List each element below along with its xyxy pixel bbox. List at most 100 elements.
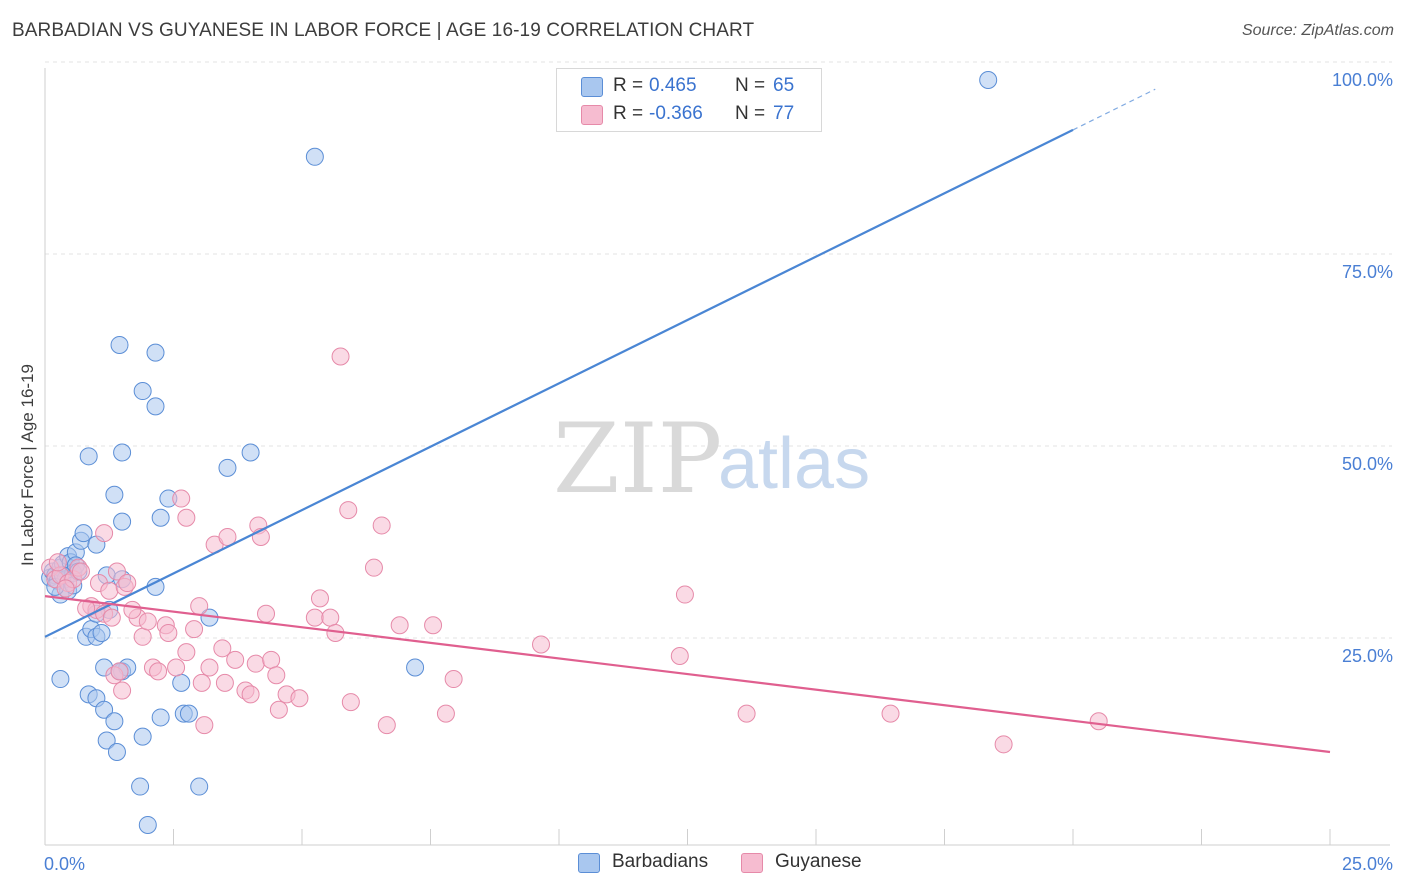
point-guyanese [241,685,260,704]
trend-extension-barbadians [1072,88,1156,131]
legend-n-label: N = [735,103,766,124]
y-tick-label: 50.0% [1342,454,1393,474]
point-guyanese [167,658,186,677]
point-barbadians [133,727,152,746]
point-guyanese [675,585,694,604]
legend-swatch-barbadians [578,853,600,873]
point-barbadians [218,458,237,477]
correlation-legend: R = 0.465 N = 65 R = -0.366 N = 77 [556,68,822,132]
point-guyanese [390,616,409,635]
point-guyanese [71,562,90,581]
x-tick-label: 25.0% [1342,854,1393,874]
point-guyanese [118,574,137,593]
point-guyanese [110,662,129,681]
legend-swatch-barbadians [581,77,603,97]
point-guyanese [436,704,455,723]
point-guyanese [192,673,211,692]
point-barbadians [97,731,116,750]
point-guyanese [262,650,281,669]
point-barbadians [979,71,998,89]
point-barbadians [107,743,126,761]
point-guyanese [113,681,132,700]
point-guyanese [339,501,358,520]
point-guyanese [321,608,340,627]
series-legend: Barbadians Guyanese [0,851,1406,877]
legend-r-value: 0.465 [649,75,697,96]
point-guyanese [994,735,1013,754]
point-guyanese [149,662,168,681]
watermark: ZIP atlas [553,403,870,515]
legend-swatch-guyanese [741,853,763,873]
trend-line-guyanese [44,595,1331,754]
legend-r-value: -0.366 [649,103,703,124]
point-guyanese [341,693,360,712]
point-barbadians [113,512,132,531]
point-guyanese [269,700,288,719]
point-barbadians [110,335,129,354]
point-guyanese [246,654,265,673]
point-guyanese [364,558,383,577]
point-barbadians [92,623,111,642]
point-guyanese [226,650,245,669]
point-guyanese [670,647,689,665]
point-barbadians [305,147,324,166]
point-barbadians [146,397,165,416]
point-barbadians [190,777,209,796]
point-guyanese [190,597,209,616]
trend-lines [44,88,1331,754]
y-tick-label: 25.0% [1342,646,1393,666]
point-guyanese [310,589,329,608]
point-guyanese [185,620,204,639]
point-guyanese [107,562,126,581]
point-guyanese [177,508,196,527]
point-guyanese [290,689,309,708]
y-tick-labels: 100.0% 75.0% 50.0% 25.0% [1332,70,1393,666]
legend-r-label: R = [613,103,644,124]
point-guyanese [172,489,191,508]
point-barbadians [172,673,191,692]
point-barbadians [95,700,114,719]
point-guyanese [138,612,157,631]
point-barbadians [133,382,152,401]
source-label: Source: ZipAtlas.com [1241,22,1394,39]
trend-line-barbadians [44,128,1074,638]
point-barbadians [146,343,165,362]
point-barbadians [151,508,170,527]
legend-swatch-guyanese [581,105,603,125]
legend-r-label: R = [613,75,644,96]
point-guyanese [444,670,463,689]
point-guyanese [195,716,214,735]
point-guyanese [159,623,178,642]
point-barbadians [79,447,98,466]
point-barbadians [105,485,124,504]
point-barbadians [131,777,150,796]
gridlines [45,61,1392,639]
point-barbadians [138,815,157,834]
point-barbadians [241,443,260,462]
point-barbadians [406,658,425,677]
point-guyanese [200,658,219,677]
point-guyanese [257,604,276,623]
y-tick-label: 75.0% [1342,262,1393,282]
point-guyanese [100,581,119,600]
y-tick-label: 100.0% [1332,70,1393,90]
point-guyanese [133,627,152,646]
point-guyanese [177,643,196,662]
legend-label-barbadians: Barbadians [612,851,709,872]
point-guyanese [48,553,67,572]
legend-row-guyanese: R = -0.366 N = 77 [557,101,821,127]
chart-title: BARBADIAN VS GUYANESE IN LABOR FORCE | A… [12,20,755,41]
data-points [41,71,1108,834]
point-guyanese [218,527,237,546]
point-barbadians [105,712,124,731]
legend-n-value: 77 [773,103,795,124]
legend-label-guyanese: Guyanese [775,851,862,872]
point-barbadians [179,704,198,723]
point-guyanese [305,608,324,627]
watermark-atlas: atlas [718,424,870,504]
point-guyanese [737,704,756,723]
point-guyanese [267,666,286,685]
point-guyanese [102,608,121,627]
point-guyanese [377,716,396,735]
